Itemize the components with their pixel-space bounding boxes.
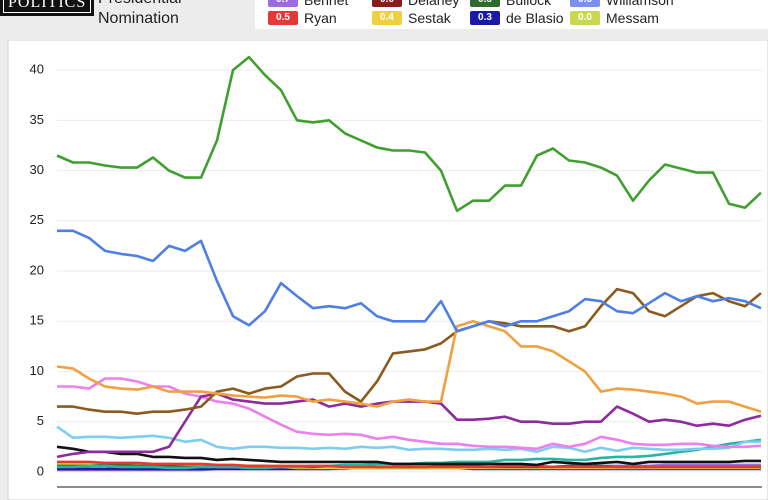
legend-label: Delaney: [408, 0, 460, 8]
y-tick-label: 20: [30, 262, 44, 277]
logo: POLITICS: [0, 0, 95, 16]
legend-label: Ryan: [304, 10, 337, 26]
series-line: [56, 392, 762, 459]
legend-label: Messam: [606, 10, 659, 26]
legend: 0.7 Bennet 0.6 Delaney 0.5 Bullock 0.5 Williams…: [255, 0, 768, 29]
y-tick-label: 40: [30, 62, 44, 77]
legend-badge: 0.3: [470, 11, 500, 25]
y-tick-label: 35: [30, 112, 44, 127]
chart-panel: [7, 40, 768, 500]
series-line: [57, 229, 762, 333]
chart-title: Presidential Nomination: [98, 0, 182, 27]
series-line: [57, 460, 761, 469]
series-line: [57, 377, 762, 451]
series-line: [56, 55, 762, 213]
legend-badge: 0.4: [372, 11, 402, 25]
legend-label: Sestak: [408, 10, 451, 26]
legend-label: Williamson: [606, 0, 674, 8]
legend-badge: 0.7: [268, 0, 298, 7]
y-tick-label: 30: [30, 162, 44, 177]
legend-badge: 0.5: [268, 11, 298, 25]
y-tick-label: 10: [30, 363, 44, 378]
legend-badge: 0.6: [372, 0, 402, 7]
legend-badge: 0.0: [570, 11, 600, 25]
legend-label: Bullock: [506, 0, 552, 8]
y-tick-label: 5: [37, 413, 44, 428]
y-tick-label: 0: [37, 463, 44, 478]
chart: 0 5 10 15 20 25 30 35 40: [7, 40, 768, 500]
legend-badge: 0.5: [470, 0, 500, 7]
y-tick-label: 25: [30, 212, 44, 227]
legend-badge: 0.5: [570, 0, 600, 7]
series-line: [56, 445, 761, 467]
legend-label: Bennet: [304, 0, 349, 8]
series-line: [56, 320, 762, 413]
y-tick-label: 15: [30, 313, 44, 328]
legend-label: de Blasio: [506, 10, 564, 26]
